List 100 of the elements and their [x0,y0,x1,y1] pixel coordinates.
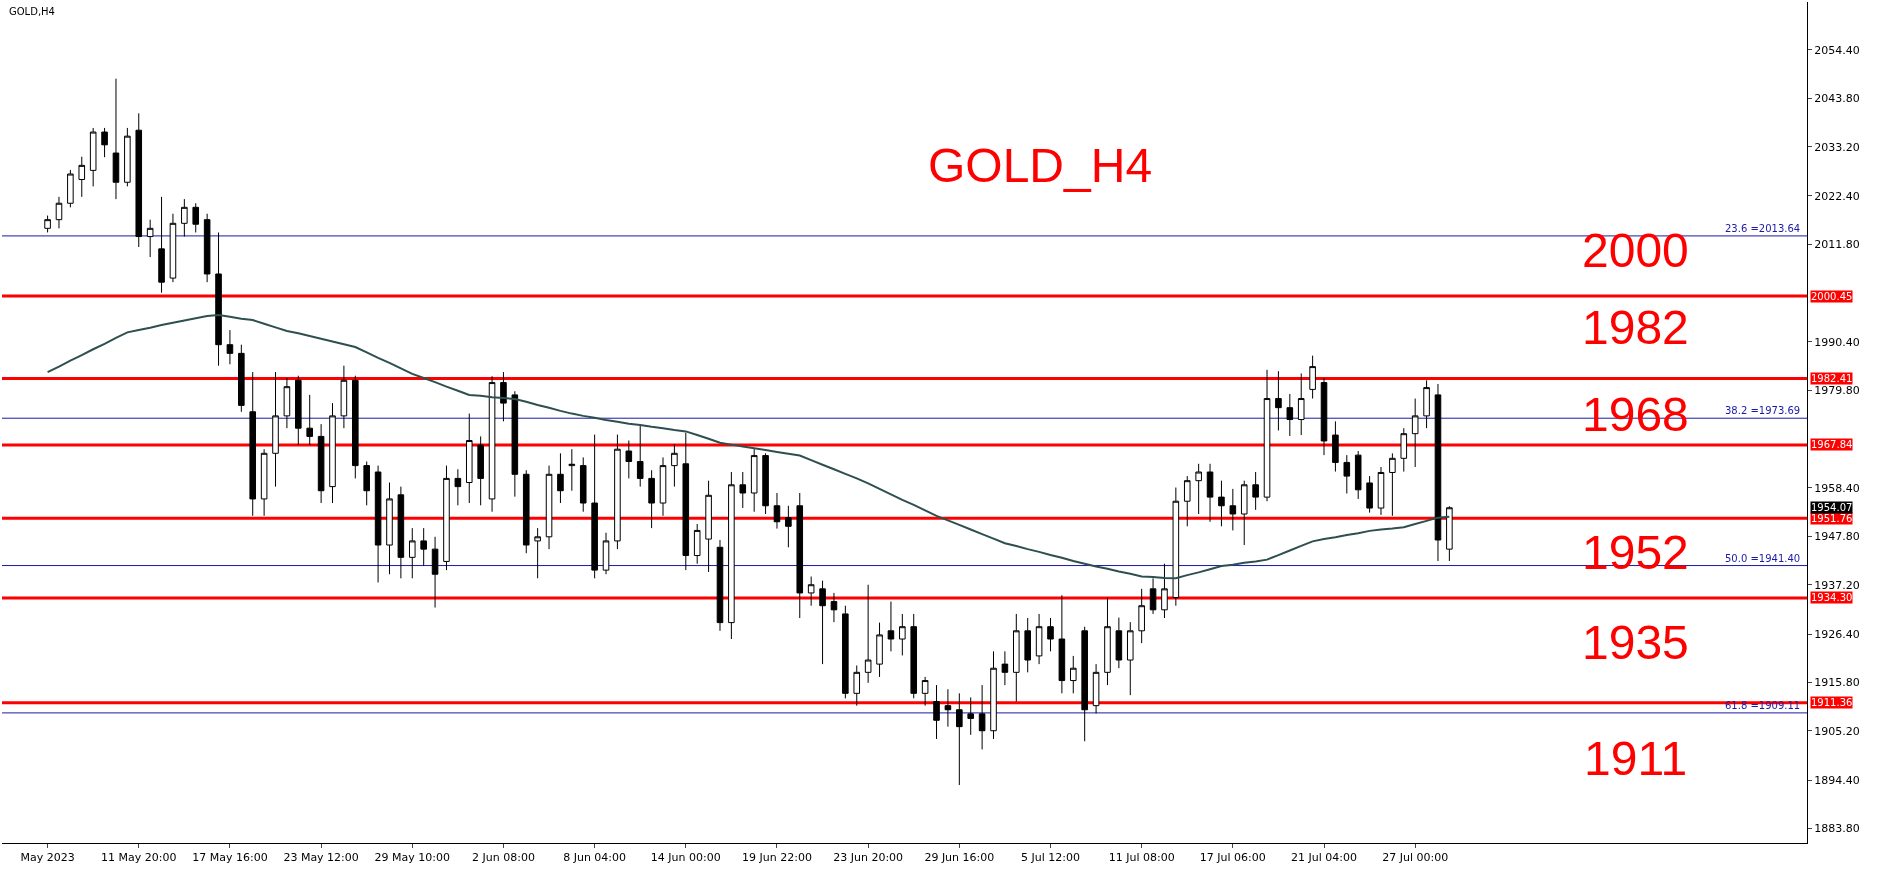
candlestick [272,371,279,488]
candlestick [192,202,200,233]
candlestick [1446,505,1453,562]
candlestick [1069,655,1077,694]
x-tick-label: 17 Jul 06:00 [1199,851,1266,865]
candlestick [295,375,302,446]
candlestick [1377,466,1385,516]
candlestick [1320,377,1328,456]
candlestick [1366,475,1373,514]
candlestick [1161,563,1168,619]
candlestick [203,213,211,283]
candlestick [1275,370,1282,431]
y-tick-label: 1926.40 [1814,627,1860,641]
candlestick [956,692,963,786]
candlestick [1411,398,1419,468]
candlestick [933,684,940,740]
x-tick-label: 14 Jun 00:00 [650,851,721,865]
candlestick [1183,475,1191,527]
candlestick [522,469,530,554]
y-tick-label: 1905.20 [1814,724,1860,738]
x-tick-label: 23 May 12:00 [283,851,359,865]
candlestick [477,435,484,506]
candlestick [249,371,257,517]
x-tick-label: 11 May 20:00 [101,851,177,865]
y-tick-label: 1979.80 [1814,384,1860,398]
text: 1935 [1582,616,1689,669]
candlestick [819,580,826,665]
candlestick [921,676,929,707]
candlestick [579,456,587,513]
candlestick [1343,454,1351,494]
candlestick [944,688,952,728]
candlestick [1354,450,1362,500]
candlestick [1126,621,1134,696]
candlestick [420,527,427,567]
candlestick [614,434,621,550]
candlestick [1047,617,1054,652]
candlestick [899,613,906,656]
candlestick [1138,588,1145,644]
y-tick-label: 2054.40 [1814,43,1860,57]
candlestick [363,461,370,506]
candlestick [659,456,667,517]
candlestick [557,452,564,504]
candlestick [750,448,758,513]
candlestick [352,375,359,479]
candlestick [1149,577,1157,615]
candlestick [1263,369,1271,502]
x-tick-label: 2 Jun 08:00 [472,851,535,865]
candlestick [306,394,313,446]
chart-title: GOLD,H4 [9,6,55,17]
ref-line-label: 38.2 =1973.69 [1725,405,1801,416]
candlestick [181,198,188,238]
x-tick-label: 29 May 10:00 [374,851,450,865]
candlestick [864,584,872,684]
candlestick [591,434,598,579]
x-tick-label: 21 Jul 04:00 [1291,851,1357,865]
ref-line-label: 1951.76 [1811,513,1853,524]
candlestick [408,527,416,579]
candlestick [534,527,541,579]
x-tick-label: 19 Jun 22:00 [742,851,812,865]
candlestick [739,471,747,509]
ref-line-label: 1967.84 [1811,439,1853,450]
candlestick [443,465,450,571]
x-tick-label: 5 Jul 12:00 [1021,851,1080,865]
x-tick-label: 17 May 16:00 [192,851,268,865]
y-tick-label: 1937.20 [1814,578,1860,592]
y-tick-label: 1990.40 [1814,335,1860,349]
candlestick [55,196,63,229]
candlestick [636,423,644,488]
x-tick-label: 8 Jun 04:00 [563,851,627,865]
candlestick [1058,594,1066,694]
text: 1954.07 [1811,502,1853,513]
candlestick [317,423,325,504]
text: GOLD_H4 [928,139,1153,192]
candlestick [967,696,975,736]
candlestick [260,448,268,517]
candlestick [431,536,439,609]
candlestick [910,613,918,699]
candlestick [705,480,712,573]
candlestick [1081,626,1088,742]
candlestick [1206,463,1214,523]
candlestick [283,377,291,429]
candlestick [454,468,462,506]
candlestick [693,523,701,565]
candlestick [716,539,724,632]
ref-line-label: 50.0 =1941.40 [1725,553,1801,564]
candlestick [1240,480,1248,546]
candlestick [1332,420,1339,473]
candlestick [1035,613,1043,665]
candlestick [1297,372,1305,436]
candlestick [625,440,633,479]
candlestick [1400,427,1408,473]
candlestick [44,215,51,233]
candlestick [773,492,781,530]
candlestick [1218,480,1225,527]
candlestick [340,365,348,429]
candlestick [1229,488,1237,531]
x-tick-label: 23 Jun 20:00 [833,851,904,865]
candlestick [1309,355,1316,400]
y-tick-label: 2011.80 [1814,238,1860,252]
candlestick [671,443,678,488]
